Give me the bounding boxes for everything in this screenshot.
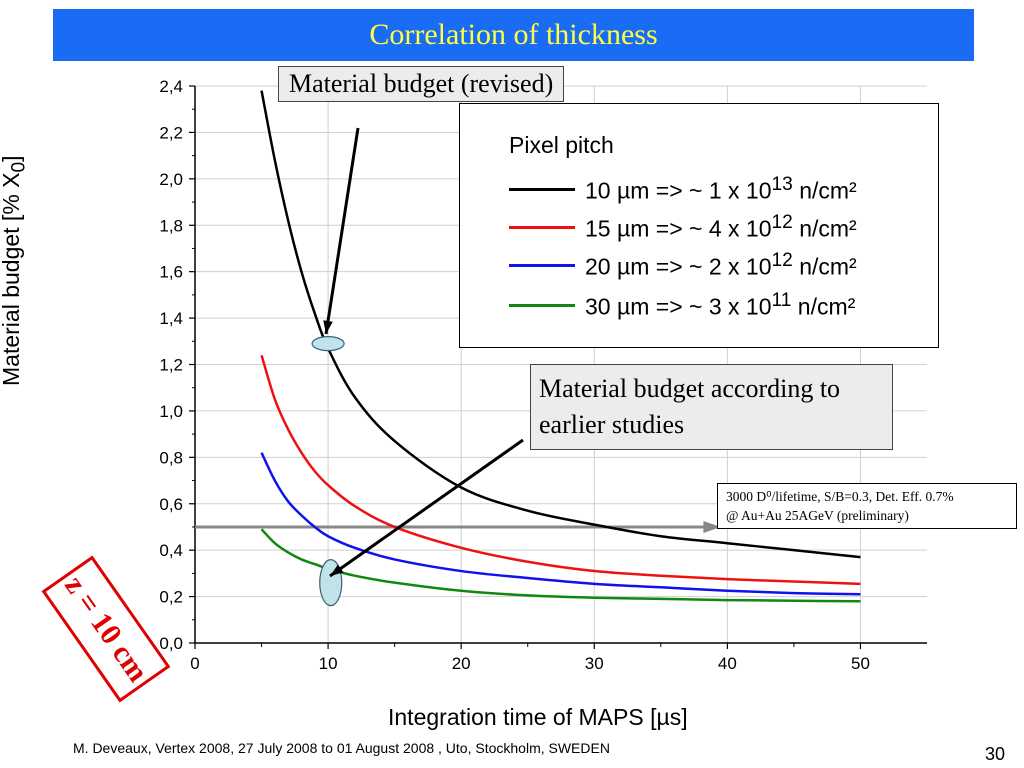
legend-title: Pixel pitch xyxy=(509,132,614,158)
y-axis-label: Material budget [% X0] xyxy=(0,155,30,386)
callout-earlier-studies: Material budget according to earlier stu… xyxy=(530,364,893,450)
y-tick-label: 0,6 xyxy=(159,495,183,514)
y-tick-label: 2,4 xyxy=(159,77,183,96)
note-line-2: @ Au+Au 25AGeV (preliminary) xyxy=(726,508,909,523)
legend-swatch xyxy=(509,263,575,267)
y-tick-label: 0,0 xyxy=(159,634,183,653)
x-tick-label: 10 xyxy=(319,654,338,673)
series-line-20m xyxy=(260,452,861,596)
x-tick-label: 20 xyxy=(452,654,471,673)
legend-item-10um: 10 µm => ~ 1 x 1013 n/cm² xyxy=(509,174,857,204)
legend-item-30um: 30 µm => ~ 3 x 1011 n/cm² xyxy=(509,290,855,320)
x-tick-label: 30 xyxy=(585,654,604,673)
y-tick-label: 2,0 xyxy=(159,170,183,189)
y-tick-label: 1,8 xyxy=(159,216,183,235)
series-line-10m xyxy=(260,90,861,559)
simulation-note: 3000 D⁰/lifetime, S/B=0.3, Det. Eff. 0.7… xyxy=(717,483,1017,529)
legend-item-20um: 20 µm => ~ 2 x 1012 n/cm² xyxy=(509,250,857,280)
x-tick-label: 0 xyxy=(190,654,199,673)
arrow-revised-head xyxy=(323,320,333,334)
callout-revised: Material budget (revised) xyxy=(278,66,565,102)
slide-title: Correlation of thickness xyxy=(369,18,658,51)
x-tick-label: 50 xyxy=(851,654,870,673)
y-tick-label: 1,2 xyxy=(159,356,183,375)
y-tick-label: 1,4 xyxy=(159,309,183,328)
legend-swatch xyxy=(509,187,575,191)
arrow-earlier-head xyxy=(330,564,344,576)
arrow-revised xyxy=(324,127,360,335)
y-tick-label: 0,2 xyxy=(159,588,183,607)
title-bar: Correlation of thickness xyxy=(53,9,974,61)
y-tick-label: 1,0 xyxy=(159,402,183,421)
highlight-ellipse-revised xyxy=(311,336,345,352)
legend-swatch xyxy=(509,303,575,307)
series-line-15m xyxy=(260,354,861,586)
x-axis-label: Integration time of MAPS [µs] xyxy=(388,704,688,730)
page-number: 30 xyxy=(985,744,1006,764)
legend-item-15um: 15 µm => ~ 4 x 1012 n/cm² xyxy=(509,212,857,242)
y-tick-label: 0,4 xyxy=(159,541,183,560)
legend-swatch xyxy=(509,225,575,229)
y-tick-label: 2,2 xyxy=(159,123,183,142)
y-tick-label: 1,6 xyxy=(159,263,183,282)
arrow-earlier xyxy=(329,438,524,578)
footer-text: M. Deveaux, Vertex 2008, 27 July 2008 to… xyxy=(73,740,610,756)
reference-arrowhead xyxy=(703,520,721,533)
note-line-1: 3000 D⁰/lifetime, S/B=0.3, Det. Eff. 0.7… xyxy=(726,489,954,504)
y-tick-label: 0,8 xyxy=(159,448,183,467)
series-line-30m xyxy=(260,528,861,603)
legend: Pixel pitch 10 µm => ~ 1 x 1013 n/cm² 15… xyxy=(459,103,939,348)
x-tick-label: 40 xyxy=(718,654,737,673)
